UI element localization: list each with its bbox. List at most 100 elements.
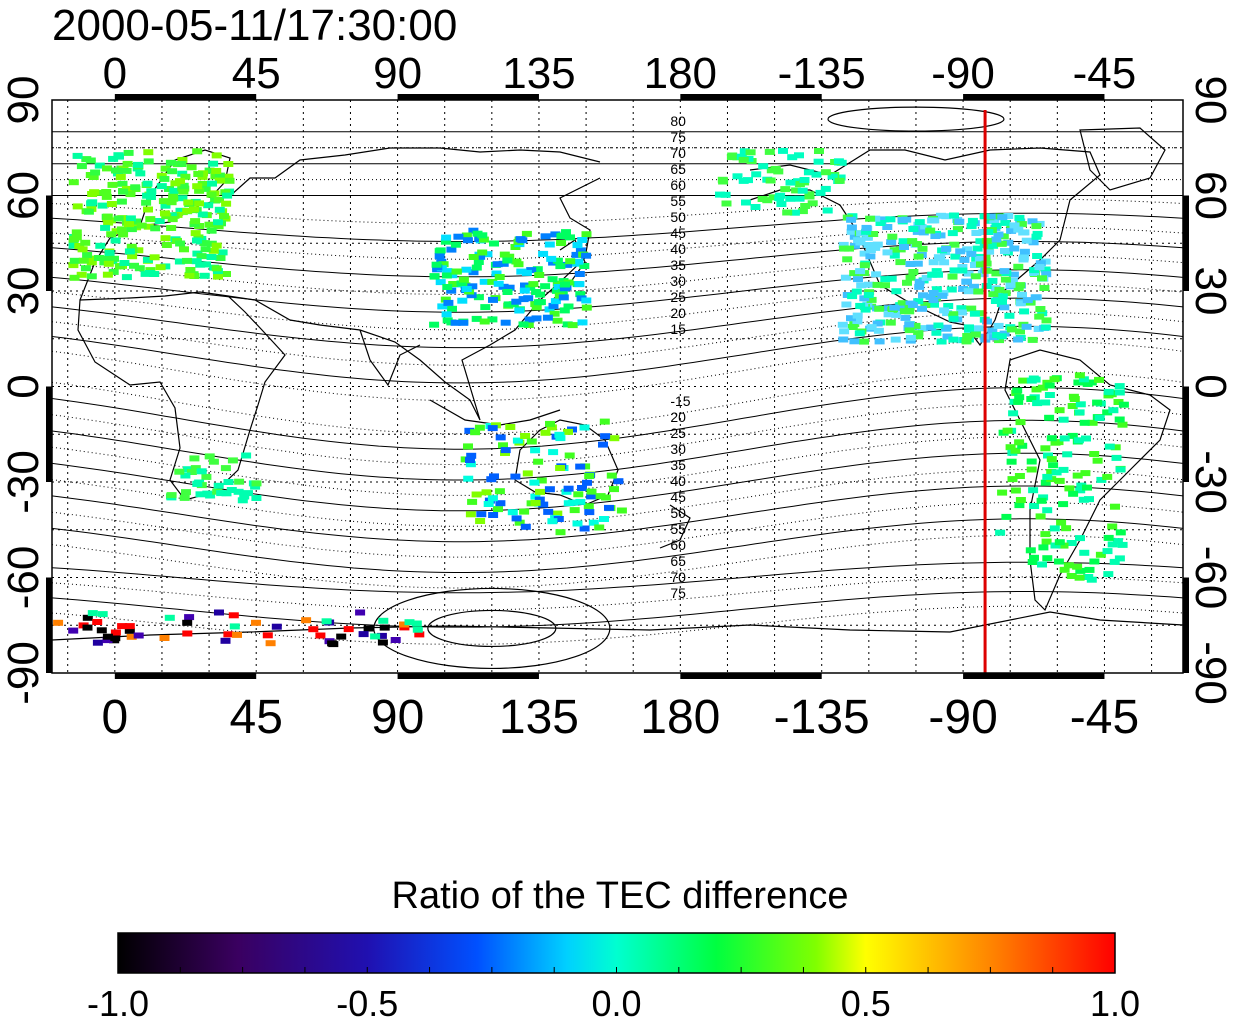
tec-pixel <box>1084 566 1095 573</box>
tec-pixel <box>931 268 942 275</box>
right-lat-tick-label: -30 <box>1186 450 1235 514</box>
tec-pixel <box>115 174 126 180</box>
tec-pixel <box>574 281 585 288</box>
left-tick-bar <box>46 195 52 291</box>
tec-pixel <box>106 201 117 207</box>
tec-pixel <box>446 246 457 253</box>
left-tick-bar <box>46 386 52 482</box>
tec-pixel <box>220 189 231 196</box>
tec-pixel <box>1035 513 1046 520</box>
tec-pixel <box>609 435 620 442</box>
tec-pixel <box>999 268 1010 275</box>
contour-label: 60 <box>670 537 686 553</box>
tec-pixel <box>170 180 181 187</box>
tec-pixel <box>563 428 573 435</box>
tec-pixel <box>461 286 472 292</box>
contour-label: 65 <box>670 161 686 177</box>
tec-pixel <box>927 271 938 278</box>
tec-pixel <box>176 161 187 167</box>
tec-pixel <box>866 296 877 303</box>
tec-pixel <box>1032 230 1043 237</box>
tec-pixel <box>963 270 974 277</box>
tec-pixel <box>204 167 215 174</box>
left-latitude-axis: 90 60 30 0 -30 -60 -90 <box>0 76 48 705</box>
tec-pixel <box>544 306 555 313</box>
tec-pixel <box>111 167 121 174</box>
tec-pixel <box>184 614 195 621</box>
tec-pixel <box>1022 297 1033 304</box>
tec-pixel <box>913 253 924 260</box>
tec-pixel <box>1058 501 1069 508</box>
tec-pixel <box>1103 534 1114 541</box>
tec-pixel <box>997 298 1007 305</box>
tec-pixel <box>914 278 925 285</box>
tec-pixel <box>207 180 217 187</box>
tec-pixel <box>981 237 992 244</box>
tec-pixel <box>479 278 490 285</box>
tec-pixel <box>928 297 939 303</box>
tec-pixel <box>126 633 137 640</box>
tec-pixel <box>1103 388 1114 395</box>
tec-pixel <box>186 469 197 475</box>
tec-pixel <box>149 254 160 261</box>
tec-pixel <box>721 200 732 207</box>
tec-pixel <box>579 525 590 532</box>
tec-pixel <box>720 191 731 198</box>
tec-pixel <box>458 319 469 326</box>
tec-pixel <box>983 229 994 235</box>
tec-pixel <box>581 231 592 238</box>
tec-pixel <box>146 188 157 195</box>
contour-line <box>52 485 1183 543</box>
tec-pixel <box>180 173 191 180</box>
tec-pixel <box>1056 519 1067 526</box>
tec-pixel <box>555 465 566 471</box>
tec-pixel <box>994 286 1005 293</box>
tec-pixel <box>559 285 570 292</box>
tec-pixel <box>179 246 189 253</box>
tec-pixel <box>462 237 473 244</box>
tec-pixel <box>158 198 169 205</box>
tec-pixel <box>555 435 566 442</box>
tec-pixel <box>86 259 97 266</box>
coastline-greenland <box>1079 127 1166 191</box>
contour-label: 50 <box>670 505 686 521</box>
tec-pixel <box>1002 427 1013 434</box>
tec-pixel <box>1032 253 1043 259</box>
tec-pixel <box>194 187 205 194</box>
tec-pixel <box>807 200 818 207</box>
tec-pixel <box>904 321 915 328</box>
tec-pixel <box>512 437 523 444</box>
tec-pixel <box>990 298 1001 304</box>
tec-pixel <box>529 479 540 486</box>
tec-pixel <box>1018 377 1029 384</box>
tec-pixel <box>498 260 509 267</box>
tec-pixel <box>1094 376 1104 383</box>
tec-pixel <box>572 242 583 249</box>
tec-pixel <box>1048 462 1059 469</box>
tec-pixel <box>861 224 872 231</box>
tec-pixel <box>1086 379 1097 386</box>
tec-pixel <box>102 271 113 278</box>
tec-pixel <box>1110 444 1121 451</box>
tec-pixel <box>853 276 863 283</box>
tec-pixel <box>1037 275 1047 282</box>
tec-pixel <box>450 241 461 248</box>
coastline-new-zealand <box>659 504 691 549</box>
tec-pixel <box>782 209 793 216</box>
tec-pixel <box>498 442 508 449</box>
tec-pixel <box>483 501 494 507</box>
tec-pixel <box>493 506 503 513</box>
tec-pixel <box>1115 466 1126 473</box>
tec-pixel <box>142 192 153 199</box>
contour-label: 70 <box>670 145 686 161</box>
tec-pixel <box>502 257 513 264</box>
tec-pixel <box>1107 523 1118 530</box>
tec-pixel <box>1078 496 1089 503</box>
tec-pixel <box>511 298 522 305</box>
left-lat-tick-label: -90 <box>0 641 48 705</box>
tec-pixel <box>149 271 160 277</box>
tec-pixel <box>211 168 222 174</box>
tec-pixel <box>609 486 619 493</box>
tec-pixel <box>156 183 167 190</box>
tec-pixel <box>160 210 170 217</box>
